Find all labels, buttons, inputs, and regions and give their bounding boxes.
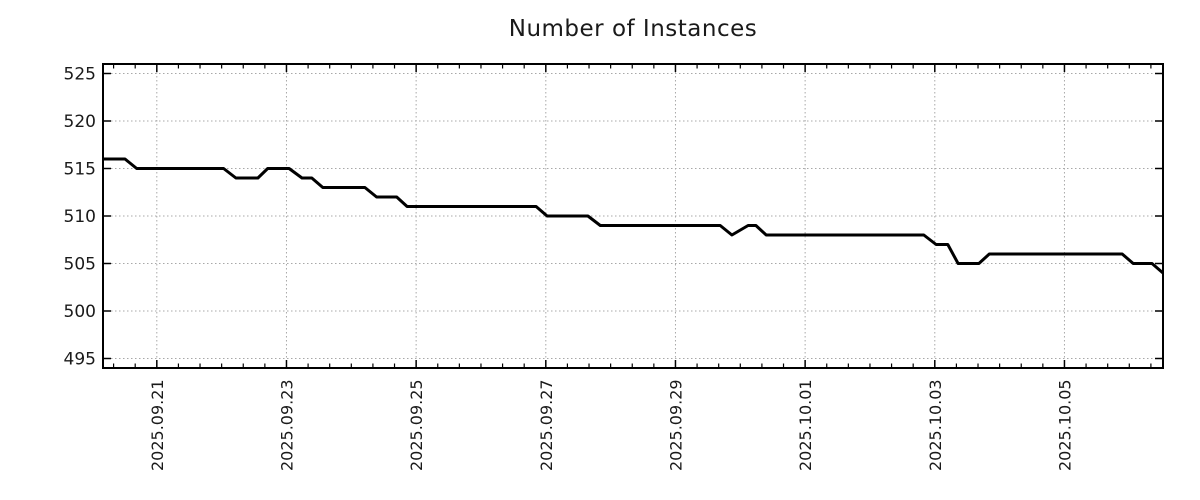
y-tick-label: 525 — [64, 65, 96, 85]
y-tick-label: 505 — [64, 255, 96, 275]
y-tick-label: 510 — [64, 207, 96, 227]
x-tick-label: 2025.09.23 — [277, 379, 296, 471]
x-tick-label: 2025.10.05 — [1055, 379, 1074, 471]
y-tick-label: 515 — [64, 160, 96, 180]
x-tick-label: 2025.10.01 — [796, 379, 815, 471]
x-tick-label: 2025.09.27 — [537, 379, 556, 471]
chart-title: Number of Instances — [508, 16, 758, 42]
y-tick-label: 500 — [64, 302, 96, 322]
y-tick-label: 495 — [64, 350, 96, 370]
x-tick-label: 2025.09.21 — [148, 379, 167, 471]
data-line — [103, 157, 1164, 275]
x-tick-label: 2025.10.03 — [926, 379, 945, 471]
y-tick-label: 520 — [64, 112, 96, 132]
plot-border — [102, 63, 1164, 369]
x-tick-label: 2025.09.25 — [407, 379, 426, 471]
x-tick-label: 2025.09.29 — [666, 379, 685, 471]
